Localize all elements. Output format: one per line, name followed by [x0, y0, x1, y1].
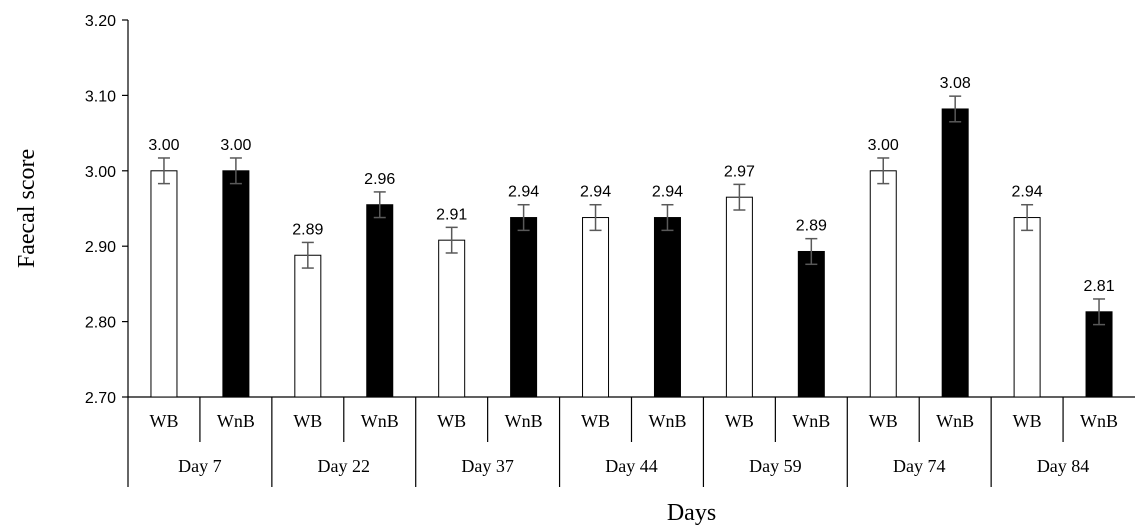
- subcategory-label: WB: [725, 411, 754, 431]
- y-tick-label: 2.90: [85, 239, 116, 256]
- data-label: 2.94: [1012, 184, 1043, 201]
- bar-wnb-day-22: [366, 204, 394, 398]
- data-label: 3.08: [940, 75, 971, 92]
- bar-wb-day-22: [294, 254, 322, 398]
- subcategory-label: WnB: [505, 411, 543, 431]
- bar-wnb-day-44: [653, 217, 681, 398]
- data-label: 2.94: [580, 184, 611, 201]
- bar-wb-day-7: [150, 170, 178, 398]
- data-label: 3.00: [220, 137, 251, 154]
- data-label: 2.94: [508, 184, 539, 201]
- data-label: 2.96: [364, 171, 395, 188]
- y-tick-label: 2.70: [85, 390, 116, 407]
- bar-wb-day-37: [438, 239, 466, 398]
- data-label: 3.00: [148, 137, 179, 154]
- bar-wnb-day-74: [941, 108, 969, 398]
- subcategory-label: WB: [149, 411, 178, 431]
- y-tick-label: 3.20: [85, 13, 116, 30]
- group-label: Day 7: [178, 456, 222, 476]
- data-label: 2.97: [724, 163, 755, 180]
- x-axis-title: Days: [667, 500, 716, 526]
- data-label: 2.81: [1083, 278, 1114, 295]
- y-tick-label: 3.00: [85, 164, 116, 181]
- group-label: Day 37: [461, 456, 514, 476]
- bar-wb-day-44: [582, 217, 610, 398]
- bar-wnb-day-7: [222, 170, 250, 398]
- bar-wnb-day-59: [797, 250, 825, 398]
- subcategory-label: WnB: [1080, 411, 1118, 431]
- group-label: Day 22: [318, 456, 371, 476]
- subcategory-label: WnB: [648, 411, 686, 431]
- bar-wnb-day-37: [510, 217, 538, 398]
- data-label: 2.94: [652, 184, 683, 201]
- group-label: Day 74: [893, 456, 946, 476]
- subcategory-label: WB: [581, 411, 610, 431]
- bar-wb-day-84: [1013, 217, 1041, 398]
- data-label: 2.91: [436, 206, 467, 223]
- bar-wnb-day-84: [1085, 311, 1113, 398]
- group-label: Day 84: [1037, 456, 1090, 476]
- subcategory-label: WB: [1013, 411, 1042, 431]
- data-label: 2.89: [292, 221, 323, 238]
- subcategory-label: WB: [869, 411, 898, 431]
- group-label: Day 44: [605, 456, 658, 476]
- subcategory-label: WnB: [792, 411, 830, 431]
- subcategory-label: WB: [293, 411, 322, 431]
- subcategory-label: WnB: [217, 411, 255, 431]
- bar-wb-day-74: [869, 170, 897, 398]
- data-label: 2.89: [796, 218, 827, 235]
- y-tick-label: 2.80: [85, 315, 116, 332]
- group-label: Day 59: [749, 456, 802, 476]
- bar-wb-day-59: [725, 196, 753, 398]
- y-axis-title: Faecal score: [14, 149, 40, 268]
- y-tick-label: 3.10: [85, 88, 116, 105]
- subcategory-label: WB: [437, 411, 466, 431]
- subcategory-label: WnB: [936, 411, 974, 431]
- subcategory-label: WnB: [361, 411, 399, 431]
- data-label: 3.00: [868, 137, 899, 154]
